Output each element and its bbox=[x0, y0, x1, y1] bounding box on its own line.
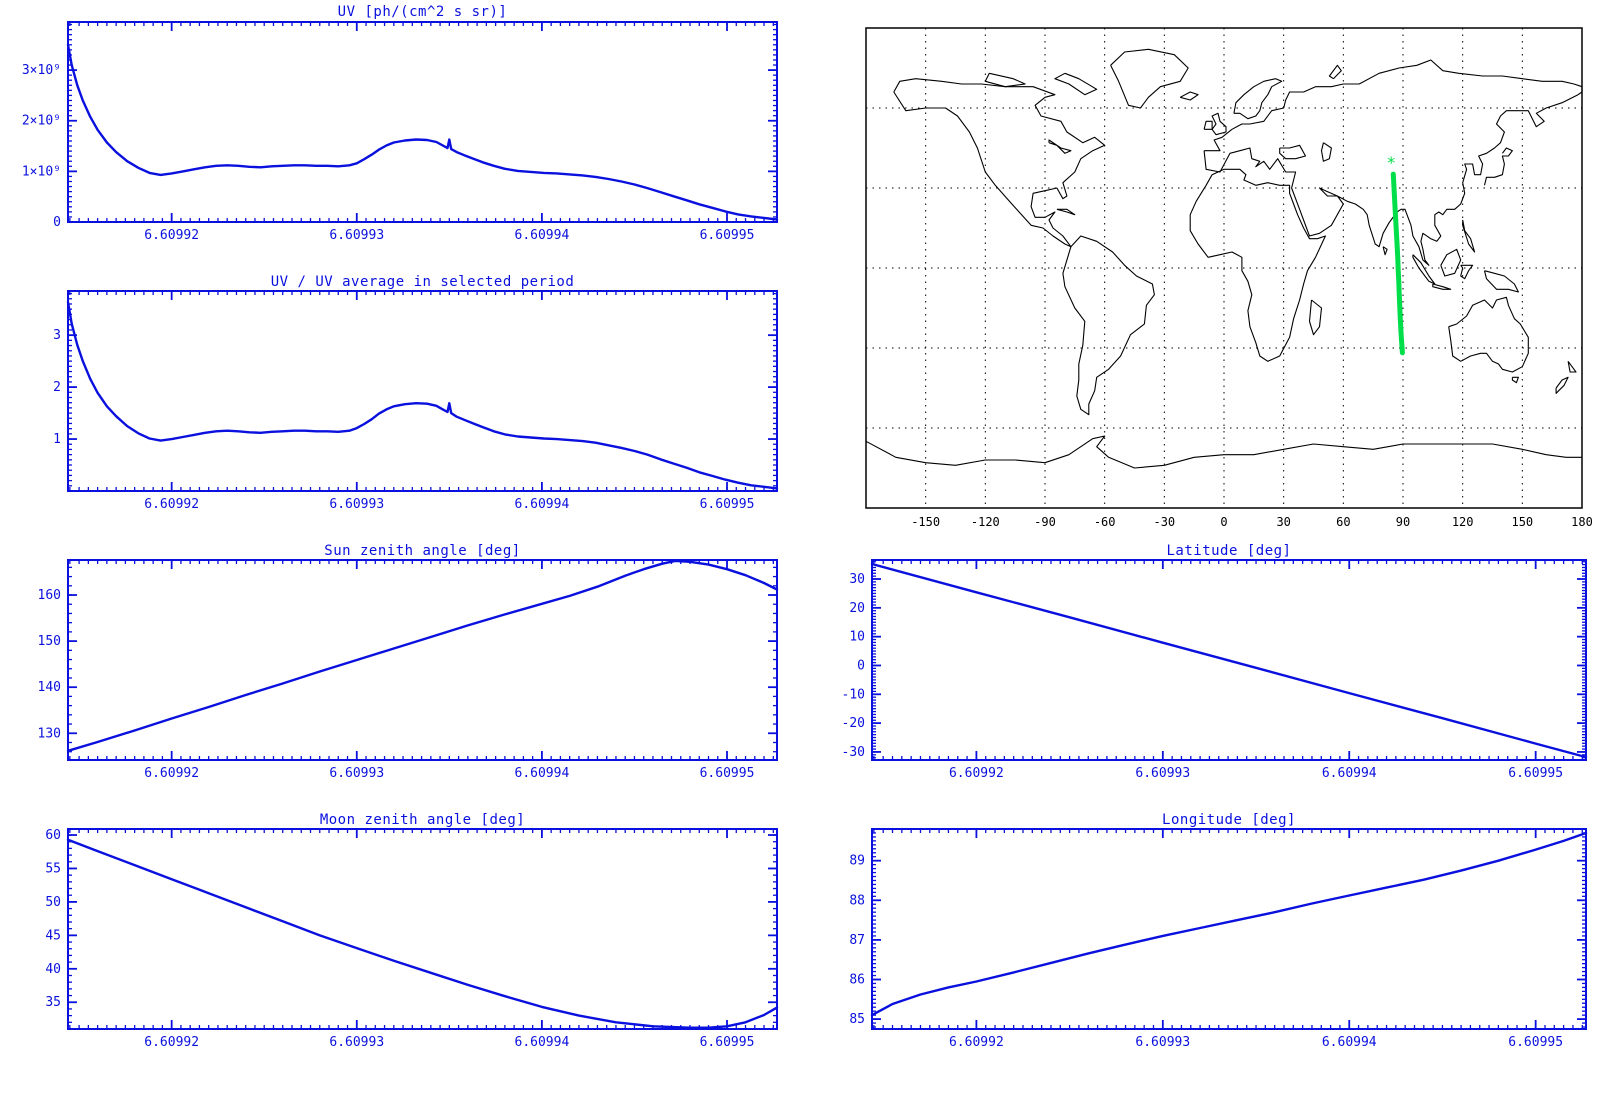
longitude-plot: 6.60992 6.60993 6.60994 6.60995 85 86 87 88 89 bbox=[849, 828, 1588, 1050]
svg-text:6.60994: 6.60994 bbox=[515, 766, 570, 781]
svg-text:-10: -10 bbox=[842, 687, 865, 702]
uv-ratio-plot: 6.60992 6.60993 6.60994 6.60995 1 2 3 bbox=[53, 290, 779, 512]
svg-text:-120: -120 bbox=[971, 515, 1000, 529]
svg-text:6.60993: 6.60993 bbox=[1135, 1035, 1190, 1050]
svg-text:0: 0 bbox=[857, 658, 865, 673]
svg-text:*: * bbox=[1386, 153, 1396, 172]
svg-text:6.60994: 6.60994 bbox=[1322, 1035, 1377, 1050]
svg-text:0: 0 bbox=[53, 215, 61, 230]
svg-text:6.60994: 6.60994 bbox=[515, 228, 570, 243]
latitude-chart-title: Latitude [deg] bbox=[1166, 543, 1292, 559]
svg-text:-30: -30 bbox=[1153, 515, 1175, 529]
svg-text:6.60994: 6.60994 bbox=[1322, 766, 1377, 781]
svg-text:6.60995: 6.60995 bbox=[700, 766, 755, 781]
svg-text:6.60995: 6.60995 bbox=[700, 497, 755, 512]
svg-text:6.60995: 6.60995 bbox=[700, 228, 755, 243]
svg-text:35: 35 bbox=[45, 995, 61, 1010]
uv-chart-title: UV [ph/(cm^2 s sr)] bbox=[337, 4, 508, 20]
uv-ratio-chart-title: UV / UV average in selected period bbox=[270, 274, 575, 290]
svg-text:6.60993: 6.60993 bbox=[329, 1035, 384, 1050]
svg-text:160: 160 bbox=[38, 588, 61, 603]
svg-text:6.60992: 6.60992 bbox=[144, 497, 199, 512]
svg-text:130: 130 bbox=[38, 726, 61, 741]
svg-text:6.60993: 6.60993 bbox=[1135, 766, 1190, 781]
uv-chart: 6.60992 6.60993 6.60994 6.60995 0 1×10⁹ 2×10⁹ 3… bbox=[0, 0, 800, 269]
svg-text:-30: -30 bbox=[842, 745, 865, 760]
svg-text:1×10⁹: 1×10⁹ bbox=[22, 164, 61, 179]
svg-text:6.60994: 6.60994 bbox=[515, 497, 570, 512]
svg-text:6.60992: 6.60992 bbox=[144, 228, 199, 243]
svg-text:140: 140 bbox=[38, 680, 61, 695]
svg-text:3×10⁹: 3×10⁹ bbox=[22, 63, 61, 78]
latitude-plot: 6.60992 6.60993 6.60994 6.60995 30 20 10 0 -10 -2… bbox=[842, 559, 1588, 781]
svg-text:-20: -20 bbox=[842, 716, 865, 731]
svg-text:55: 55 bbox=[45, 861, 61, 876]
svg-text:87: 87 bbox=[849, 933, 865, 948]
sun-zenith-plot: 6.60992 6.60993 6.60994 6.60995 130 140 150 160 bbox=[38, 559, 779, 781]
svg-text:88: 88 bbox=[849, 893, 865, 908]
moon-zenith-plot: 6.60992 6.60993 6.60994 6.60995 35 40 45 50 55 60 bbox=[45, 828, 779, 1050]
svg-text:120: 120 bbox=[1452, 515, 1474, 529]
svg-text:45: 45 bbox=[45, 928, 61, 943]
latitude-chart: 6.60992 6.60993 6.60994 6.60995 30 20 10 0 -10 -2… bbox=[800, 538, 1600, 807]
ground-track-map: * -150 -120 -90 -60 -30 0 30 60 90 120 150 180 bbox=[800, 0, 1600, 538]
svg-text:6.60995: 6.60995 bbox=[1508, 766, 1563, 781]
svg-text:-60: -60 bbox=[1094, 515, 1116, 529]
svg-text:2×10⁹: 2×10⁹ bbox=[22, 114, 61, 129]
svg-text:6.60995: 6.60995 bbox=[700, 1035, 755, 1050]
uv-ratio-chart: 6.60992 6.60993 6.60994 6.60995 1 2 3 UV / UV … bbox=[0, 269, 800, 538]
sun-zenith-chart-title: Sun zenith angle [deg] bbox=[324, 543, 521, 559]
moon-zenith-chart-title: Moon zenith angle [deg] bbox=[319, 812, 526, 828]
svg-text:0: 0 bbox=[1220, 515, 1227, 529]
svg-text:3: 3 bbox=[53, 328, 61, 343]
svg-text:6.60992: 6.60992 bbox=[949, 766, 1004, 781]
svg-text:6.60992: 6.60992 bbox=[144, 1035, 199, 1050]
svg-text:30: 30 bbox=[1276, 515, 1290, 529]
longitude-chart-title: Longitude [deg] bbox=[1162, 812, 1296, 828]
svg-text:60: 60 bbox=[1336, 515, 1350, 529]
sun-zenith-chart: 6.60992 6.60993 6.60994 6.60995 130 140 150 160… bbox=[0, 538, 800, 807]
moon-zenith-chart: 6.60992 6.60993 6.60994 6.60995 35 40 45 50 55 60… bbox=[0, 807, 800, 1100]
svg-text:90: 90 bbox=[1396, 515, 1410, 529]
svg-text:85: 85 bbox=[849, 1012, 865, 1027]
svg-text:6.60992: 6.60992 bbox=[144, 766, 199, 781]
svg-text:-150: -150 bbox=[911, 515, 940, 529]
svg-text:40: 40 bbox=[45, 962, 61, 977]
svg-text:1: 1 bbox=[53, 432, 61, 447]
svg-text:6.60993: 6.60993 bbox=[329, 766, 384, 781]
svg-text:6.60992: 6.60992 bbox=[949, 1035, 1004, 1050]
svg-text:-90: -90 bbox=[1034, 515, 1056, 529]
svg-text:6.60993: 6.60993 bbox=[329, 228, 384, 243]
longitude-chart: 6.60992 6.60993 6.60994 6.60995 85 86 87 88 89 L… bbox=[800, 807, 1600, 1100]
svg-text:60: 60 bbox=[45, 828, 61, 843]
svg-text:20: 20 bbox=[849, 601, 865, 616]
uv-plot: 6.60992 6.60993 6.60994 6.60995 0 1×10⁹ 2×10⁹ 3… bbox=[22, 21, 779, 243]
svg-text:30: 30 bbox=[849, 572, 865, 587]
world-map: * -150 -120 -90 -60 -30 0 30 60 90 120 150 180 bbox=[865, 27, 1593, 529]
svg-text:6.60993: 6.60993 bbox=[329, 497, 384, 512]
svg-text:10: 10 bbox=[849, 630, 865, 645]
svg-text:6.60995: 6.60995 bbox=[1508, 1035, 1563, 1050]
svg-text:180: 180 bbox=[1571, 515, 1593, 529]
svg-text:86: 86 bbox=[849, 972, 865, 987]
svg-text:6.60994: 6.60994 bbox=[515, 1035, 570, 1050]
svg-text:2: 2 bbox=[53, 380, 61, 395]
svg-text:150: 150 bbox=[1511, 515, 1533, 529]
svg-text:150: 150 bbox=[38, 634, 61, 649]
svg-text:89: 89 bbox=[849, 854, 865, 869]
svg-text:50: 50 bbox=[45, 895, 61, 910]
